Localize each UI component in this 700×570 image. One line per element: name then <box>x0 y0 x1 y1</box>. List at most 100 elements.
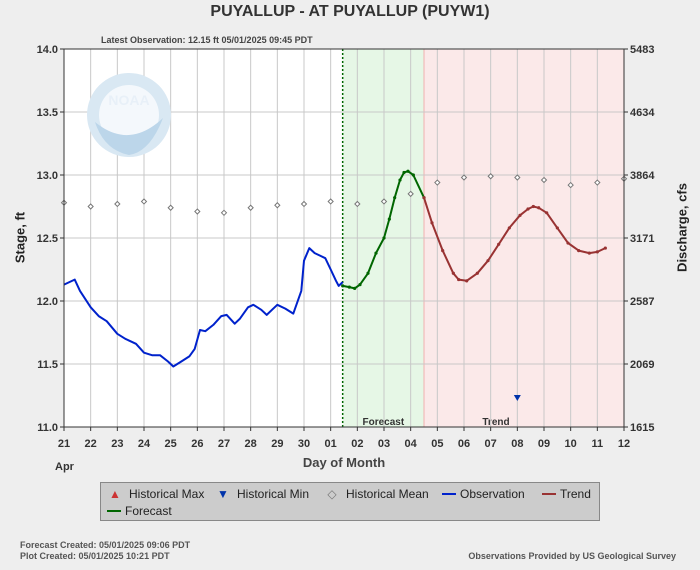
x-tick-label: 27 <box>218 438 230 450</box>
forecast-point <box>393 196 397 200</box>
forecast-point <box>411 173 415 177</box>
chart-title: PUYALLUP - AT PUYALLUP (PUYW1) <box>210 3 490 20</box>
hist-mean-point <box>540 176 548 184</box>
y2-tick-label: 3171 <box>630 233 654 245</box>
forecast-point <box>358 283 362 287</box>
trend-point <box>545 211 549 215</box>
trend-point <box>465 279 469 283</box>
y2-tick-label: 4634 <box>630 107 655 119</box>
y2-tick-label: 1615 <box>630 422 654 434</box>
forecast-point <box>387 217 391 221</box>
diamond-icon: ◇ <box>327 487 337 501</box>
trend-point <box>475 271 479 275</box>
x-tick-label: 29 <box>271 438 283 450</box>
x-tick-label: 01 <box>325 438 337 450</box>
legend: ▲ Historical Max ▼ Historical Min ◇ Hist… <box>100 482 600 521</box>
trend-point <box>518 213 522 217</box>
hist-mean-point <box>327 198 334 205</box>
x-axis-label: Day of Month <box>302 455 386 470</box>
y-tick-label: 11.0 <box>37 422 58 434</box>
legend-label: Historical Max <box>129 487 205 501</box>
hist-mean-point <box>300 200 308 208</box>
forecast-point <box>382 236 386 240</box>
hist-mean-point <box>194 208 201 215</box>
hist-mean-point <box>594 179 601 186</box>
x-tick-label: 30 <box>298 438 310 450</box>
trend-point <box>603 246 607 250</box>
forecast-point <box>398 178 402 182</box>
legend-hist-mean: ◇ Historical Mean <box>322 487 429 501</box>
y2-tick-label: 2587 <box>630 296 654 308</box>
hist-mean-point <box>354 200 361 208</box>
forecast-point <box>406 169 410 173</box>
y2-tick-label: 3864 <box>630 170 655 182</box>
y-tick-label: 11.5 <box>37 359 58 371</box>
x-tick-label: 02 <box>351 438 363 450</box>
legend-label: Observation <box>460 487 525 501</box>
x-tick-label: 03 <box>378 438 390 450</box>
trend-point <box>595 250 599 254</box>
trend-point <box>451 271 455 275</box>
forecast-point <box>374 251 378 255</box>
x-tick-label: 08 <box>511 438 523 450</box>
latest-observation: Latest Observation: 12.15 ft 05/01/2025 … <box>101 35 313 45</box>
forecast-point <box>347 285 351 289</box>
legend-hist-min: ▼ Historical Min <box>213 487 309 501</box>
y2-tick-label: 5483 <box>630 44 654 56</box>
plot-frame <box>63 48 625 428</box>
trend-point <box>526 207 530 211</box>
forecast-point <box>341 284 345 288</box>
forecast-point <box>402 170 406 175</box>
hist-mean-point <box>220 209 228 217</box>
hist-mean-point <box>140 198 148 205</box>
forecast-created: Forecast Created: 05/01/2025 09:06 PDT <box>20 540 191 550</box>
line-swatch-icon <box>542 493 556 495</box>
x-tick-label: 25 <box>165 438 177 450</box>
line-swatch-icon <box>442 493 456 495</box>
x-tick-label: 09 <box>538 438 550 450</box>
x-tick-label: 22 <box>85 438 97 450</box>
plot-created: Plot Created: 05/01/2025 10:21 PDT <box>20 551 170 561</box>
legend-trend: Trend <box>540 487 591 501</box>
legend-label: Forecast <box>125 504 172 518</box>
x-tick-label: 21 <box>58 438 70 450</box>
legend-label: Historical Mean <box>346 487 429 501</box>
legend-label: Trend <box>560 487 591 501</box>
y-axis-label: Stage, ft <box>12 211 28 264</box>
hist-mean-point <box>114 200 121 208</box>
y-tick-label: 12.5 <box>37 233 58 245</box>
y-tick-label: 13.0 <box>37 170 58 182</box>
forecast-point <box>353 286 357 290</box>
data-credit: Observations Provided by US Geological S… <box>468 551 676 561</box>
trend-point <box>430 221 434 225</box>
hist-mean-point <box>87 203 94 210</box>
x-tick-label: 23 <box>111 438 123 450</box>
forecast-point <box>366 271 370 275</box>
noaa-wordmark: NOAA <box>108 92 149 108</box>
y-tick-label: 14.0 <box>37 44 58 56</box>
x-tick-label: 06 <box>458 438 470 450</box>
hist-mean-point <box>434 179 441 186</box>
x-tick-label: 26 <box>191 438 203 450</box>
x-tick-label: 24 <box>138 438 151 450</box>
hist-mean-point <box>487 173 494 180</box>
y-tick-label: 13.5 <box>37 107 58 119</box>
hist-mean-point <box>407 190 414 198</box>
x-tick-label: 05 <box>431 438 443 450</box>
hist-mean-point <box>567 181 574 189</box>
trend-point <box>531 204 535 209</box>
trend-region-label: Trend <box>482 417 509 428</box>
legend-hist-max: ▲ Historical Max <box>105 487 204 501</box>
trend-point <box>486 259 490 263</box>
legend-observation: Observation <box>440 487 525 501</box>
trend-point <box>537 206 541 210</box>
line-swatch-icon <box>107 510 121 512</box>
hist-mean-point <box>274 202 281 209</box>
y-tick-label: 12.0 <box>37 296 58 308</box>
trend-point <box>587 251 591 255</box>
legend-label: Historical Min <box>237 487 310 501</box>
hist-min-point <box>513 395 521 402</box>
x-tick-label: 28 <box>245 438 257 450</box>
